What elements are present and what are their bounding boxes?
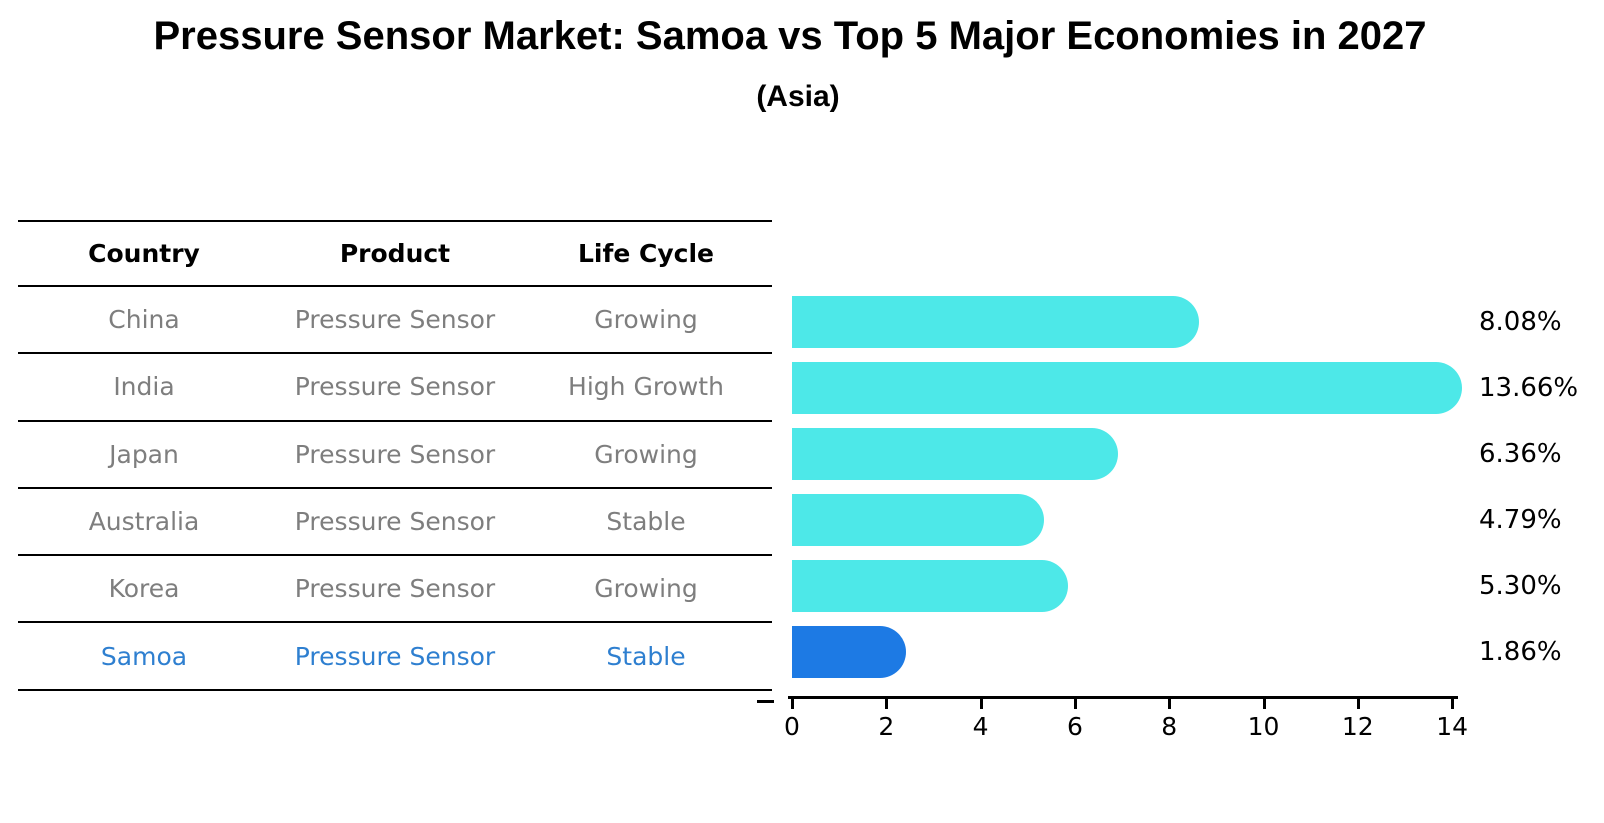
cell-product: Pressure Sensor <box>294 439 496 469</box>
table-header-country: Country <box>88 239 200 268</box>
x-tick-label-2: 2 <box>878 712 895 741</box>
x-tick-2 <box>885 699 889 709</box>
cell-product: Pressure Sensor <box>294 305 496 335</box>
table-header-life-cycle: Life Cycle <box>577 239 715 268</box>
cell-country: Japan <box>109 439 179 469</box>
cell-product: Pressure Sensor <box>294 507 496 537</box>
x-tick-0 <box>791 699 794 709</box>
cell-life-cycle: Growing <box>594 305 698 335</box>
x-tick-4 <box>979 699 983 709</box>
cell-product: Pressure Sensor <box>294 574 496 604</box>
bar-china <box>792 296 1199 348</box>
bar-australia <box>792 494 1044 546</box>
cell-country: Australia <box>88 507 200 537</box>
cell-country: China <box>108 305 180 335</box>
table-row-samoa: Samoa Pressure Sensor Stable <box>18 623 772 691</box>
x-tick-8 <box>1168 699 1172 709</box>
x-tick-label-8: 8 <box>1161 712 1178 741</box>
bar-value-label-samoa: 1.86% <box>1479 637 1562 667</box>
cell-life-cycle: High Growth <box>568 372 724 402</box>
x-tick-label-0: 0 <box>784 712 800 741</box>
cell-country: India <box>113 372 175 402</box>
x-tick-label-4: 4 <box>972 712 989 741</box>
table-header-row: Country Product Life Cycle <box>18 220 772 287</box>
cell-life-cycle: Stable <box>606 507 686 537</box>
table-row-china: China Pressure Sensor Growing <box>18 287 772 355</box>
bar-india <box>792 362 1463 414</box>
x-tick-label-14: 14 <box>1436 712 1468 741</box>
table-row-india: India Pressure Sensor High Growth <box>18 354 772 422</box>
cell-country: Samoa <box>100 641 188 671</box>
cell-product: Pressure Sensor <box>294 641 496 671</box>
x-tick-6 <box>1073 699 1077 709</box>
bar-value-label-japan: 6.36% <box>1479 439 1562 469</box>
table-header-product: Product <box>339 239 451 268</box>
bar-value-label-australia: 4.79% <box>1479 505 1562 535</box>
x-tick-12 <box>1356 699 1360 709</box>
x-tick-label-10: 10 <box>1247 712 1280 741</box>
x-axis-line <box>788 696 1458 699</box>
table-body: China Pressure Sensor Growing India Pressure… <box>18 287 772 691</box>
x-tick-label-6: 6 <box>1066 712 1083 741</box>
table-row-australia: Australia Pressure Sensor Stable <box>18 489 772 557</box>
cell-country: Korea <box>108 574 180 604</box>
cell-product: Pressure Sensor <box>294 372 496 402</box>
table-row-japan: Japan Pressure Sensor Growing <box>18 422 772 489</box>
bar-value-label-china: 8.08% <box>1479 307 1562 337</box>
bar-japan <box>792 428 1118 480</box>
bar-value-label-korea: 5.30% <box>1479 571 1562 601</box>
bar-korea <box>792 560 1068 612</box>
axis-corner-tick <box>757 700 774 703</box>
cell-life-cycle: Growing <box>594 574 698 604</box>
cell-life-cycle: Growing <box>594 439 698 469</box>
x-tick-14 <box>1451 699 1455 709</box>
x-tick-10 <box>1262 699 1266 709</box>
bar-value-label-india: 13.66% <box>1479 373 1579 403</box>
table-row-korea: Korea Pressure Sensor Growing <box>18 556 772 624</box>
bar-samoa <box>792 626 906 678</box>
country-table: Country Product Life Cycle China Pressure… <box>18 220 772 691</box>
chart-title: Pressure Sensor Market: Samoa vs Top 5 M… <box>153 14 1427 58</box>
cell-life-cycle: Stable <box>606 641 686 671</box>
chart-subtitle: (Asia) <box>756 80 840 113</box>
x-tick-label-12: 12 <box>1341 712 1374 741</box>
